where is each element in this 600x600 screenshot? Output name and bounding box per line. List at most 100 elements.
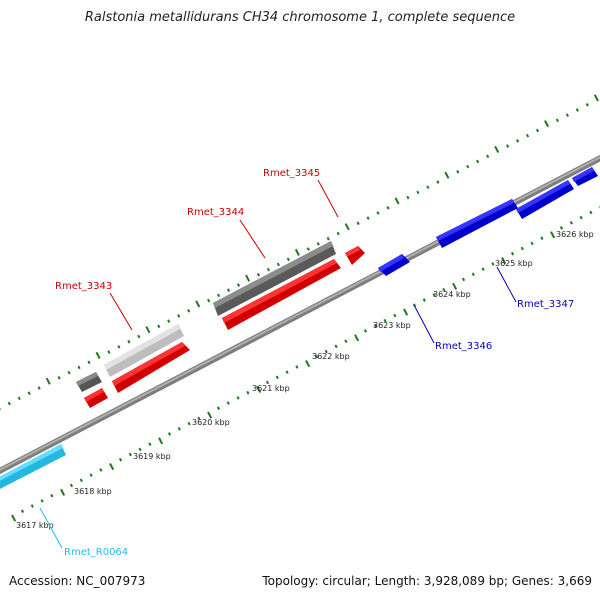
minor-tick <box>386 206 390 210</box>
minor-tick <box>436 180 440 184</box>
major-tick <box>45 377 51 385</box>
major-tick <box>394 197 400 205</box>
minor-tick <box>79 478 83 483</box>
label-rmet-3347[interactable]: Rmet_3347 <box>517 299 574 310</box>
minor-tick <box>383 318 387 323</box>
inner-tick-row: 3617 kbp 3618 kbp 3619 kbp 3620 kbp 3621 kbp… <box>11 206 600 530</box>
minor-tick <box>579 215 583 220</box>
minor-tick <box>236 396 240 400</box>
kbp-tick-label: 3626 kbp <box>556 230 594 239</box>
minor-tick <box>128 452 132 457</box>
minor-tick <box>40 499 44 503</box>
summary-text: Topology: circular; Length: 3,928,089 bp… <box>262 574 592 588</box>
minor-tick <box>20 509 25 513</box>
gene-rmet-3344[interactable] <box>112 342 190 393</box>
label-rmet-3344[interactable]: Rmet_3344 <box>187 207 244 218</box>
gene-rmet-3346[interactable] <box>378 254 410 276</box>
label-rmet-3343[interactable]: Rmet_3343 <box>55 281 112 292</box>
minor-tick <box>515 139 520 143</box>
minor-tick <box>67 370 71 375</box>
minor-tick <box>57 375 61 380</box>
gene-rmet-3347[interactable] <box>436 199 518 248</box>
minor-tick <box>77 365 81 370</box>
major-tick <box>207 411 213 419</box>
kbp-tick-label: 3619 kbp <box>133 452 171 461</box>
minor-tick <box>510 251 515 256</box>
minor-tick <box>177 426 181 431</box>
minor-tick <box>275 375 279 380</box>
minor-tick <box>138 447 142 452</box>
minor-tick <box>17 396 21 401</box>
major-tick <box>11 514 17 522</box>
gene-rmet-r0064[interactable] <box>0 444 66 494</box>
minor-tick <box>167 319 171 323</box>
minor-tick <box>256 272 261 277</box>
minor-tick <box>295 365 299 369</box>
minor-tick <box>314 354 319 359</box>
minor-tick <box>540 236 544 241</box>
kbp-tick-label: 3623 kbp <box>373 321 411 330</box>
kbp-tick-label: 3624 kbp <box>433 290 471 299</box>
gene-blue-3[interactable] <box>516 180 574 219</box>
major-tick <box>494 145 500 153</box>
major-tick <box>444 171 450 179</box>
minor-tick <box>137 334 141 339</box>
minor-tick <box>416 190 420 195</box>
feature-dark-2[interactable] <box>213 241 336 316</box>
label-rmet-3346[interactable]: Rmet_3346 <box>435 341 492 352</box>
minor-tick <box>157 324 161 329</box>
major-tick <box>158 437 164 445</box>
minor-tick <box>99 468 103 472</box>
minor-tick <box>118 457 123 462</box>
minor-tick <box>107 350 111 354</box>
gene-rmet-3345[interactable] <box>345 246 365 265</box>
outer-tick-row <box>0 94 599 410</box>
minor-tick <box>461 277 466 282</box>
label-rmet-3345[interactable]: Rmet_3345 <box>263 168 320 179</box>
minor-tick <box>466 164 470 169</box>
label-rmet-r0064[interactable]: Rmet_R0064 <box>64 547 128 558</box>
feature-dark-1[interactable] <box>76 372 102 392</box>
gene-rmet-3344b[interactable] <box>222 259 341 330</box>
minor-tick <box>197 416 201 421</box>
major-tick <box>305 360 311 368</box>
major-tick <box>452 282 458 290</box>
minor-tick <box>344 339 348 344</box>
minor-tick <box>520 246 524 251</box>
kbp-tick-label: 3617 kbp <box>16 521 54 530</box>
minor-tick <box>426 185 430 190</box>
major-tick <box>95 351 101 359</box>
major-tick <box>245 274 251 282</box>
minor-tick <box>286 257 290 262</box>
major-tick <box>501 257 507 265</box>
minor-tick <box>585 103 589 107</box>
major-tick <box>145 326 151 334</box>
major-tick <box>294 248 300 256</box>
minor-tick <box>246 390 250 395</box>
minor-tick <box>30 504 34 508</box>
minor-tick <box>356 221 360 226</box>
major-tick <box>550 231 556 239</box>
leader-rmet-3343 <box>109 292 133 331</box>
feature-light-1[interactable] <box>104 324 184 377</box>
major-tick <box>593 94 599 102</box>
minor-tick <box>506 144 510 148</box>
minor-tick <box>276 262 280 267</box>
minor-tick <box>7 401 11 406</box>
minor-tick <box>216 406 221 410</box>
map-title: Ralstonia metallidurans CH34 chromosome … <box>84 10 516 25</box>
minor-tick <box>117 345 121 349</box>
minor-tick <box>406 195 410 200</box>
minor-tick <box>306 247 310 251</box>
gene-blue-4[interactable] <box>572 167 598 186</box>
major-tick <box>403 308 409 316</box>
minor-tick <box>324 349 328 354</box>
minor-tick <box>316 242 320 246</box>
leader-rmet-3344 <box>239 219 266 259</box>
minor-tick <box>89 473 93 477</box>
minor-tick <box>456 169 460 174</box>
minor-tick <box>216 293 221 298</box>
gene-rmet-3343[interactable] <box>84 388 108 408</box>
minor-tick <box>393 313 397 318</box>
minor-tick <box>565 113 569 117</box>
